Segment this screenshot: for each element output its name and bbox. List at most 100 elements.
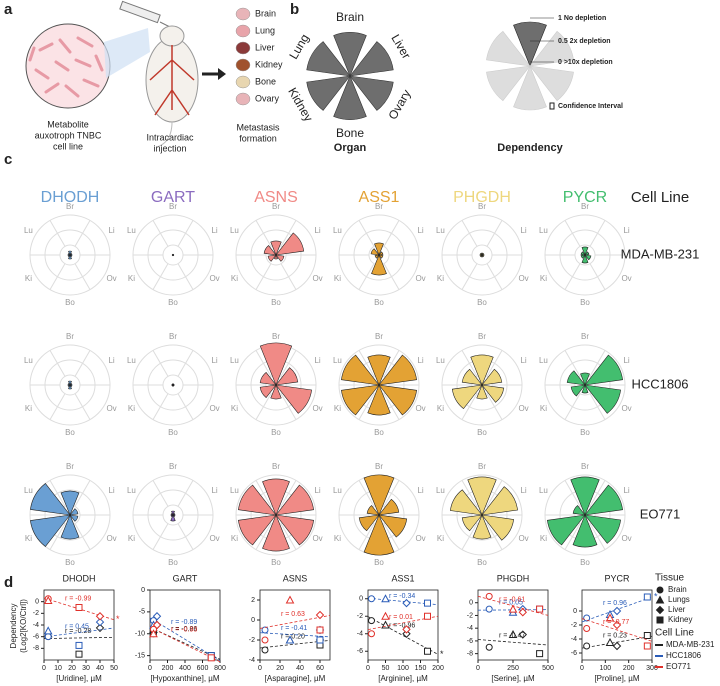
y-tick-label: -4 — [467, 625, 473, 632]
direction-label: Lu — [127, 486, 136, 495]
plot-title: PYCR — [604, 573, 630, 583]
rose-wedge — [172, 384, 174, 387]
direction-label: Ov — [621, 534, 631, 543]
r-label: r = 0.20 — [281, 634, 305, 641]
direction-label: Br — [581, 202, 589, 211]
gene-title: ASNS — [254, 189, 298, 206]
legend-text: 0.5 2x depletion — [558, 38, 611, 45]
point — [149, 629, 158, 638]
regression-line — [477, 639, 549, 646]
point — [285, 595, 295, 604]
direction-label: Lu — [24, 226, 33, 235]
r-label: r = -0.89 — [171, 619, 197, 626]
spoke — [358, 263, 375, 290]
schematic-wedge — [513, 65, 547, 111]
spoke — [564, 263, 581, 290]
rose-wedge — [366, 505, 380, 516]
point — [44, 633, 52, 641]
x-tick-label: 250 — [507, 665, 519, 672]
point — [424, 647, 431, 655]
rose-wedge — [306, 41, 351, 77]
rose-wedge — [378, 498, 400, 516]
rose-wedge — [367, 354, 391, 386]
spoke — [358, 523, 375, 550]
direction-label: Lu — [230, 226, 239, 235]
direction-label: Li — [623, 356, 629, 365]
point — [43, 595, 53, 604]
x-tick-label: 800 — [214, 665, 226, 672]
rose-wedge — [358, 514, 380, 532]
direction-label: Br — [272, 332, 280, 341]
spoke — [255, 480, 272, 507]
rose-wedge — [470, 354, 494, 386]
spoke — [589, 523, 606, 550]
regression-line — [367, 597, 439, 606]
rose-wedge — [480, 254, 484, 258]
spoke — [486, 220, 503, 247]
mouse-icon — [145, 25, 199, 148]
organ-label: Brain — [336, 10, 364, 24]
schematic-wedge — [486, 30, 531, 67]
plot-frame — [259, 589, 331, 661]
point — [485, 592, 493, 600]
x-tick-label: 0 — [366, 665, 370, 672]
organ-icon — [235, 7, 251, 21]
direction-label: Ov — [621, 404, 631, 413]
y-tick-label: -4 — [249, 657, 255, 664]
spoke — [383, 220, 400, 247]
direction-label: Lu — [127, 226, 136, 235]
point — [655, 595, 665, 604]
spoke — [589, 263, 606, 290]
r-label: r = 0.96 — [603, 600, 627, 607]
direction-label: Ov — [209, 534, 219, 543]
rose-wedge — [370, 248, 380, 256]
direction-label: Lu — [539, 486, 548, 495]
direction-label: Li — [623, 226, 629, 235]
point — [75, 604, 83, 611]
gene-title: PYCR — [563, 189, 607, 206]
direction-label: Ov — [209, 274, 219, 283]
point — [536, 650, 544, 658]
direction-label: Ov — [106, 274, 116, 283]
rose-wedge — [472, 514, 492, 540]
rose-wedge — [259, 371, 277, 386]
rose-wedge — [481, 384, 505, 403]
direction-label: Lu — [230, 356, 239, 365]
point — [508, 604, 518, 613]
direction-label: Ov — [209, 404, 219, 413]
direction-label: Br — [66, 462, 74, 471]
point — [536, 605, 544, 613]
rose-wedge — [584, 484, 623, 516]
point — [402, 598, 411, 608]
direction-label: Br — [478, 332, 486, 341]
spoke — [461, 220, 478, 247]
organ-icons — [235, 7, 251, 106]
point — [518, 608, 528, 617]
direction-label: Ki — [437, 534, 444, 543]
direction-label: Bo — [168, 428, 178, 437]
legend-text: Lungs — [668, 595, 690, 604]
direction-label: Ki — [334, 534, 341, 543]
direction-label: Bo — [580, 558, 590, 567]
direction-label: Br — [169, 462, 177, 471]
direction-label: Lu — [333, 486, 342, 495]
organ-label: Bone — [255, 76, 276, 86]
rose-wedge — [570, 476, 600, 516]
panel-label: b — [290, 1, 299, 18]
point — [612, 641, 622, 651]
spoke — [49, 393, 66, 420]
r-label: r = -0.34 — [389, 593, 415, 600]
r-label: r = -0.47 — [499, 632, 525, 639]
spoke — [486, 523, 503, 550]
point — [285, 635, 295, 644]
spoke — [152, 480, 169, 507]
spoke — [564, 393, 581, 420]
x-tick-label: 0 — [580, 665, 584, 672]
y-tick-label: 0 — [573, 608, 577, 615]
direction-label: Ov — [415, 404, 425, 413]
plot-title: ASNS — [283, 573, 308, 583]
organ-label: Kidney — [255, 59, 283, 69]
direction-label: Ki — [437, 404, 444, 413]
direction-label: Ov — [312, 274, 322, 283]
direction-label: Ki — [437, 274, 444, 283]
